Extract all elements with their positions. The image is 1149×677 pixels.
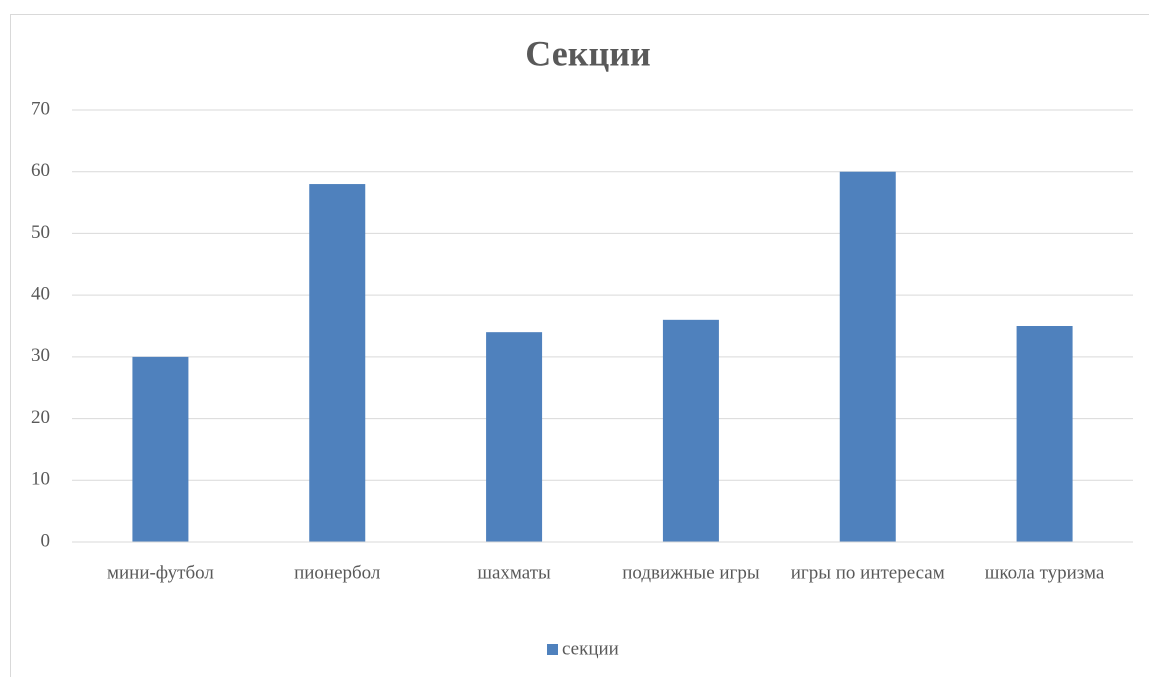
legend-swatch	[547, 644, 558, 655]
y-tick-label: 70	[31, 98, 50, 119]
y-tick-label: 10	[31, 469, 50, 490]
y-tick-label: 0	[41, 530, 51, 551]
x-tick-label: пионербол	[294, 562, 381, 583]
y-tick-label: 30	[31, 345, 50, 366]
bar	[309, 184, 366, 543]
bar	[662, 319, 719, 542]
x-tick-label: шахматы	[477, 562, 551, 583]
y-tick-label: 60	[31, 160, 50, 181]
x-tick-label: игры по интересам	[791, 562, 945, 583]
chart-border	[10, 14, 1149, 677]
x-tick-label: мини-футбол	[107, 562, 214, 583]
x-tick-label: подвижные игры	[622, 562, 760, 583]
chart-title: Секции	[525, 33, 650, 73]
bar	[839, 171, 896, 542]
y-tick-label: 20	[31, 407, 50, 428]
y-tick-label: 50	[31, 222, 50, 243]
bar	[132, 356, 189, 542]
y-tick-label: 40	[31, 284, 50, 305]
x-tick-label: школа туризма	[985, 562, 1105, 583]
legend-label: секции	[562, 638, 619, 659]
bar	[1016, 326, 1073, 542]
bar	[486, 332, 543, 542]
